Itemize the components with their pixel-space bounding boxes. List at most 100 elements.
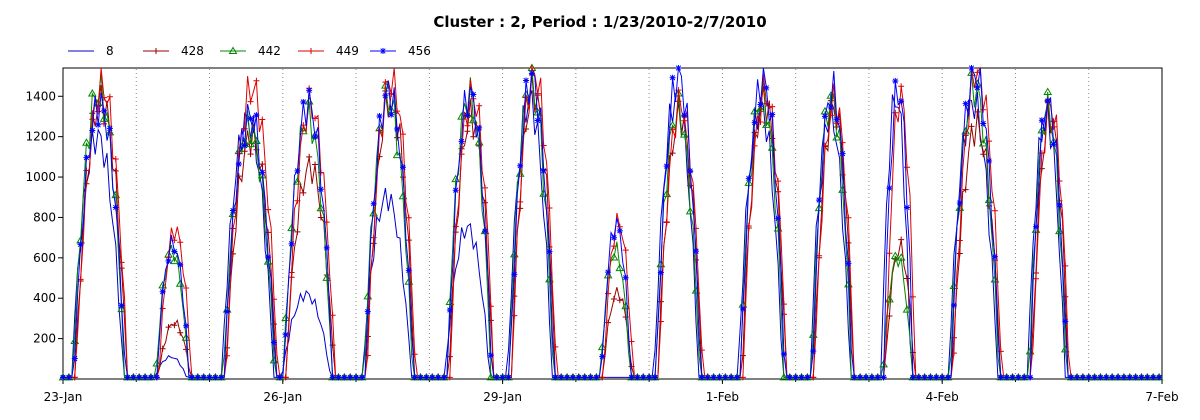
data-point-456 (517, 162, 524, 169)
data-point-428 (769, 135, 776, 142)
data-point-456 (95, 121, 102, 128)
data-point-442 (82, 138, 91, 146)
x-tick-label: 29-Jan (483, 390, 522, 404)
series-line-449 (63, 66, 1162, 378)
data-point-428 (300, 189, 307, 196)
data-point-456 (429, 374, 436, 381)
data-point-456 (358, 374, 365, 381)
data-point-456 (435, 374, 442, 381)
data-point-456 (458, 138, 465, 145)
data-point-456 (417, 374, 424, 381)
data-point-456 (610, 234, 617, 241)
data-point-456 (540, 167, 547, 174)
data-point-449 (482, 184, 489, 191)
data-point-456 (810, 348, 817, 355)
data-point-428 (610, 295, 617, 302)
data-point-449 (763, 100, 770, 107)
data-point-456 (616, 227, 623, 234)
data-point-456 (622, 274, 629, 281)
y-tick-label: 400 (33, 291, 56, 305)
data-point-456 (569, 374, 576, 381)
data-point-456 (188, 374, 195, 381)
legend-item-442: 442 (220, 44, 281, 58)
y-tick-label: 1400 (25, 89, 56, 103)
data-point-456 (476, 124, 483, 131)
data-point-456 (786, 374, 793, 381)
data-point-428 (306, 153, 313, 160)
data-point-456 (646, 374, 653, 381)
data-point-456 (77, 241, 84, 248)
data-point-456 (816, 197, 823, 204)
data-point-456 (212, 374, 219, 381)
data-point-442 (779, 372, 789, 381)
legend-item-8: 8 (68, 44, 114, 58)
data-point-449 (159, 305, 166, 312)
data-point-449 (106, 93, 113, 100)
data-point-456 (880, 374, 887, 381)
data-point-456 (722, 374, 729, 381)
data-point-456 (775, 215, 782, 222)
data-point-428 (101, 120, 108, 127)
data-point-456 (101, 107, 108, 114)
data-point-428 (259, 161, 266, 168)
data-point-449 (370, 234, 377, 241)
data-point-456 (153, 374, 160, 381)
data-point-442 (99, 114, 109, 122)
data-point-449 (1032, 275, 1039, 282)
data-point-456 (657, 269, 664, 276)
data-point-449 (95, 108, 102, 115)
data-point-456 (1138, 374, 1145, 381)
data-point-449 (827, 112, 834, 119)
data-point-428 (751, 129, 758, 136)
legend-label: 8 (106, 44, 114, 58)
data-point-456 (1115, 374, 1122, 381)
data-point-456 (575, 374, 582, 381)
data-point-428 (898, 236, 905, 243)
data-point-456 (757, 101, 764, 108)
data-point-449 (1062, 262, 1069, 269)
data-point-449 (517, 198, 524, 205)
data-point-442 (609, 253, 619, 261)
data-point-456 (1120, 374, 1127, 381)
data-point-456 (1050, 141, 1057, 148)
data-point-456 (347, 374, 354, 381)
data-point-456 (851, 374, 858, 381)
data-point-428 (470, 133, 477, 140)
data-point-456 (980, 120, 987, 127)
data-point-456 (124, 374, 131, 381)
data-point-456 (780, 351, 787, 358)
data-point-456 (218, 374, 225, 381)
data-point-449 (376, 127, 383, 134)
data-point-456 (335, 374, 342, 381)
data-point-442 (761, 120, 771, 128)
data-point-456 (1038, 117, 1045, 124)
data-point-456 (1044, 97, 1051, 104)
data-point-456 (968, 65, 975, 71)
data-point-456 (874, 374, 881, 381)
legend-marker (380, 48, 386, 54)
x-tick-label: 23-Jan (44, 390, 83, 404)
data-point-428 (904, 275, 911, 282)
data-point-449 (452, 223, 459, 230)
data-point-456 (147, 374, 154, 381)
data-point-456 (306, 87, 313, 94)
data-point-428 (83, 180, 90, 187)
x-tick-label: 1-Feb (706, 390, 739, 404)
data-point-428 (235, 173, 242, 180)
data-point-456 (1126, 374, 1133, 381)
data-point-456 (827, 103, 834, 110)
data-point-428 (317, 214, 324, 221)
data-point-442 (978, 139, 988, 147)
data-point-456 (587, 374, 594, 381)
data-point-449 (769, 103, 776, 110)
data-point-442 (70, 336, 80, 344)
data-point-456 (405, 267, 412, 274)
series-456 (60, 65, 1163, 381)
data-point-456 (704, 374, 711, 381)
data-point-442 (949, 281, 959, 290)
data-point-456 (1027, 374, 1034, 381)
data-point-456 (628, 374, 635, 381)
data-point-449 (839, 139, 846, 146)
legend-item-456: 456 (370, 44, 431, 58)
data-point-449 (241, 125, 248, 132)
